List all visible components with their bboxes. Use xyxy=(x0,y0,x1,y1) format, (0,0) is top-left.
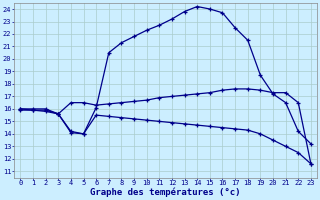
X-axis label: Graphe des températures (°c): Graphe des températures (°c) xyxy=(90,188,241,197)
